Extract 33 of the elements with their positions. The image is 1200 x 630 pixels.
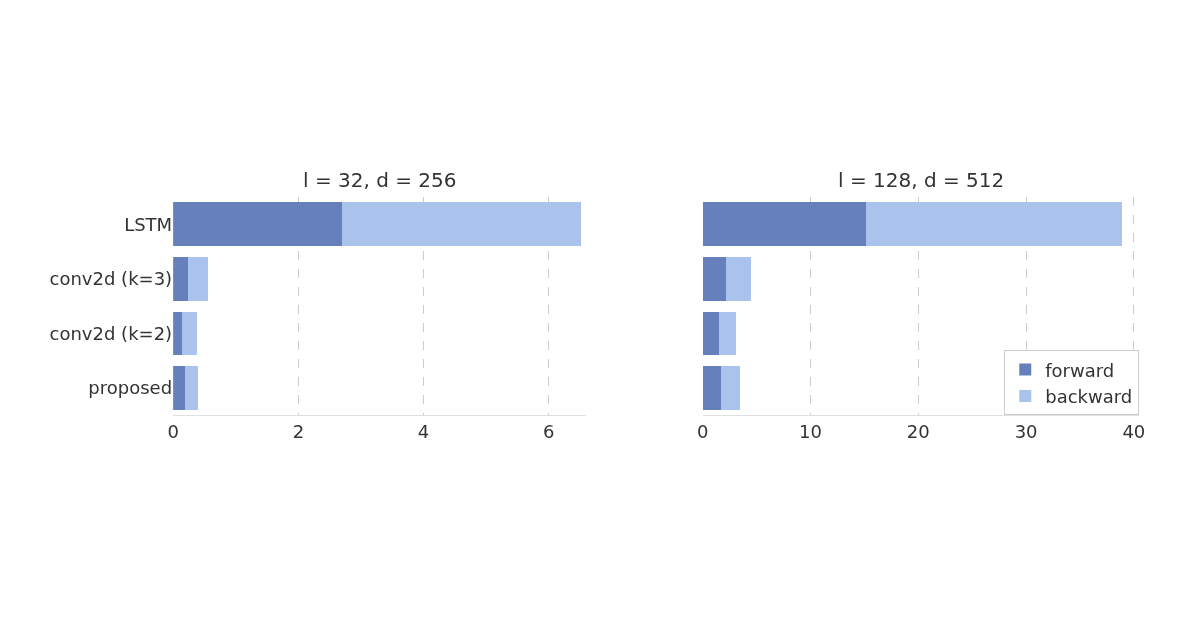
bar — [726, 257, 752, 301]
bar — [181, 311, 197, 356]
y-tick-label: conv2d (k=2) — [49, 322, 173, 344]
bar — [702, 311, 719, 356]
bar — [702, 366, 722, 410]
y-tick-label: LSTM — [124, 213, 173, 235]
bar — [721, 366, 741, 410]
x-tick-label: 2 — [292, 420, 305, 442]
bar — [185, 366, 199, 410]
bar — [341, 202, 582, 247]
bar — [173, 366, 186, 410]
x-tick-label: 20 — [906, 420, 930, 442]
bar — [702, 202, 866, 247]
bar — [188, 257, 208, 301]
bar — [718, 311, 737, 356]
bar — [173, 202, 342, 247]
y-tick-label: conv2d (k=3) — [49, 268, 173, 290]
x-tick-label: 6 — [543, 420, 555, 442]
bar — [865, 202, 1123, 247]
bar — [173, 311, 182, 356]
bar — [702, 257, 727, 301]
legend-label: forward — [1045, 359, 1115, 381]
x-tick-label: 30 — [1014, 420, 1038, 442]
x-tick-label: 10 — [799, 420, 822, 442]
x-tick-label: 0 — [697, 420, 709, 442]
x-tick-label: 4 — [417, 420, 430, 442]
x-tick-label: 0 — [167, 420, 179, 442]
bar — [173, 257, 189, 301]
y-tick-label: proposed — [88, 377, 173, 399]
x-tick-label: 40 — [1122, 420, 1146, 442]
chart-title: l = 32, d = 256 — [303, 168, 457, 192]
chart-title: l = 128, d = 512 — [838, 168, 1005, 192]
legend-label: backward — [1045, 385, 1133, 407]
